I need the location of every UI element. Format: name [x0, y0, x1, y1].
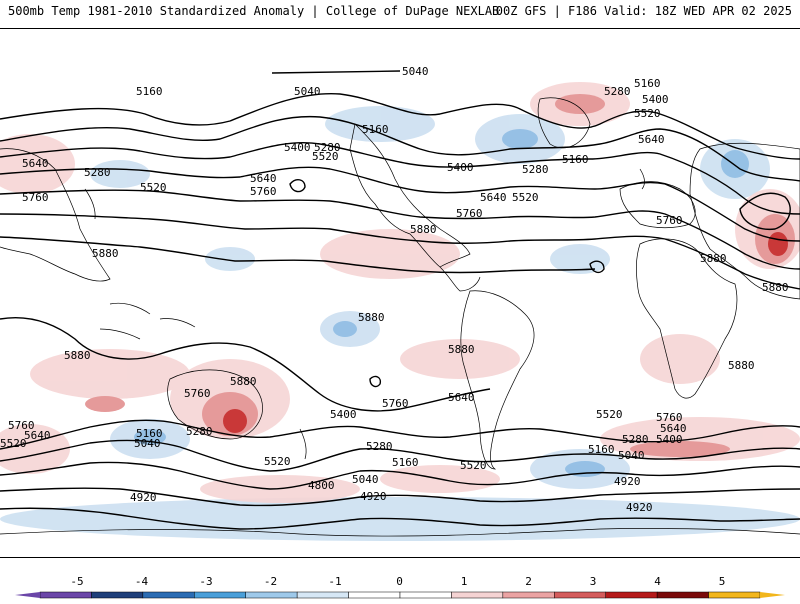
contour-label: 5160 [136, 85, 163, 98]
contour-label: 5160 [588, 443, 615, 456]
contour-label: 5520 [460, 459, 487, 472]
colorbar-swatch [194, 591, 246, 599]
contour-label: 5760 [656, 411, 683, 424]
contour-label: 5880 [410, 223, 437, 236]
contour-label: 5160 [392, 456, 419, 469]
contour-label: 5640 [638, 133, 665, 146]
contour-label: 5880 [700, 252, 727, 265]
map-title: 500mb Temp 1981-2010 Standardized Anomal… [8, 4, 500, 18]
colorbar-graphic: -5 -4 -3 -2 -1 0 1 2 3 4 5 [15, 575, 785, 599]
contour-label: 5280 [186, 425, 213, 438]
contour-label: 5880 [448, 343, 475, 356]
contour-label: 5160 [634, 77, 661, 90]
colorbar-max-arrow [760, 592, 785, 598]
colorbar-swatch [656, 591, 709, 599]
contour-label: 5640 [250, 172, 277, 185]
colorbar-ticks: -5 -4 -3 -2 -1 0 1 2 3 4 5 [70, 575, 725, 588]
map-canvas: 5040 5160 5040 5160 5400 5280 5520 5640 … [0, 29, 800, 557]
contour-label: 5760 [8, 419, 35, 432]
colorbar-swatch [39, 591, 92, 599]
contour-label: 5640 [24, 429, 51, 442]
colorbar-swatch [708, 591, 761, 599]
contour-label: 5280 [84, 166, 111, 179]
colorbar-tick-label: 4 [654, 575, 661, 588]
colorbar-swatch [296, 591, 349, 599]
contour-label: 5760 [250, 185, 277, 198]
contour-label: 5400 [642, 93, 669, 106]
height-contours [0, 70, 800, 530]
colorbar-swatch [605, 591, 658, 599]
contour-label: 5760 [456, 207, 483, 220]
colorbar-swatch [348, 591, 401, 599]
contour-label: 5760 [184, 387, 211, 400]
contour-label: 5520 [0, 437, 27, 450]
colorbar-tick-label: 2 [525, 575, 532, 588]
contour-label: 5280 [604, 85, 631, 98]
colorbar-swatch [245, 591, 298, 599]
colorbar-min-arrow [15, 592, 40, 598]
contour-label: 5520 [596, 408, 623, 421]
colorbar-tick-label: 1 [461, 575, 468, 588]
contour-label: 5040 [402, 65, 429, 78]
contour-label: 4800 [308, 479, 335, 492]
contour-label: 5880 [358, 311, 385, 324]
colorbar-tick-label: 5 [719, 575, 726, 588]
contour-label: 5520 [512, 191, 539, 204]
colorbar-swatch [142, 591, 195, 599]
colorbar-swatch [554, 591, 606, 599]
colorbar-tick-label: -2 [264, 575, 277, 588]
colorbar-tick-label: 3 [590, 575, 597, 588]
colorbar-tick-label: 0 [396, 575, 403, 588]
contour-label: 5040 [294, 85, 321, 98]
colorbar-tick-label: -1 [328, 575, 341, 588]
contour-label: 5040 [134, 437, 161, 450]
contour-label: 5400 [447, 161, 474, 174]
colorbar: -5 -4 -3 -2 -1 0 1 2 3 4 5 [0, 560, 800, 600]
colorbar-swatch [502, 591, 555, 599]
contour-label: 4920 [130, 491, 157, 504]
contour-label: 5280 [622, 433, 649, 446]
contour-label: 5640 [448, 391, 475, 404]
contour-label: 5880 [728, 359, 755, 372]
contour-label: 5400 [656, 433, 683, 446]
contour-label: 4920 [614, 475, 641, 488]
contour-label: 5880 [230, 375, 257, 388]
colorbar-swatches [15, 591, 785, 599]
colorbar-tick-label: -5 [70, 575, 83, 588]
contour-label: 5160 [136, 427, 163, 440]
contour-label: 5280 [522, 163, 549, 176]
contour-label: 5880 [92, 247, 119, 260]
colorbar-tick-label: -3 [199, 575, 212, 588]
contour-label: 5160 [362, 123, 389, 136]
contour-label: 5520 [140, 181, 167, 194]
contour-label: 5400 [330, 408, 357, 421]
contour-label: 5280 [314, 141, 341, 154]
contour-label: 5520 [264, 455, 291, 468]
colorbar-swatch [399, 591, 452, 599]
contour-label: 5640 [480, 191, 507, 204]
contour-label: 5640 [660, 422, 687, 435]
contour-label: 5520 [312, 150, 339, 163]
colorbar-swatch [451, 591, 504, 599]
contour-label: 5040 [618, 449, 645, 462]
contour-label: 5520 [634, 107, 661, 120]
contour-labels: 5040 5160 5040 5160 5400 5280 5520 5640 … [0, 65, 789, 514]
contour-label: 5640 [22, 157, 49, 170]
colorbar-tick-label: -4 [135, 575, 149, 588]
contour-label: 5880 [762, 281, 789, 294]
contour-label: 5760 [382, 397, 409, 410]
model-run-info: 00Z GFS | F186 Valid: 18Z WED APR 02 202… [495, 4, 792, 18]
contour-label: 5160 [562, 153, 589, 166]
contour-label: 4920 [360, 490, 387, 503]
contour-label: 5280 [366, 440, 393, 453]
contour-label: 5760 [22, 191, 49, 204]
map-panel: 5040 5160 5040 5160 5400 5280 5520 5640 … [0, 28, 800, 558]
contour-label: 4920 [626, 501, 653, 514]
contour-label: 5880 [64, 349, 91, 362]
contour-label: 5400 [284, 141, 311, 154]
contour-label: 5760 [656, 214, 683, 227]
colorbar-swatch [91, 591, 144, 599]
contour-label: 5040 [352, 473, 379, 486]
